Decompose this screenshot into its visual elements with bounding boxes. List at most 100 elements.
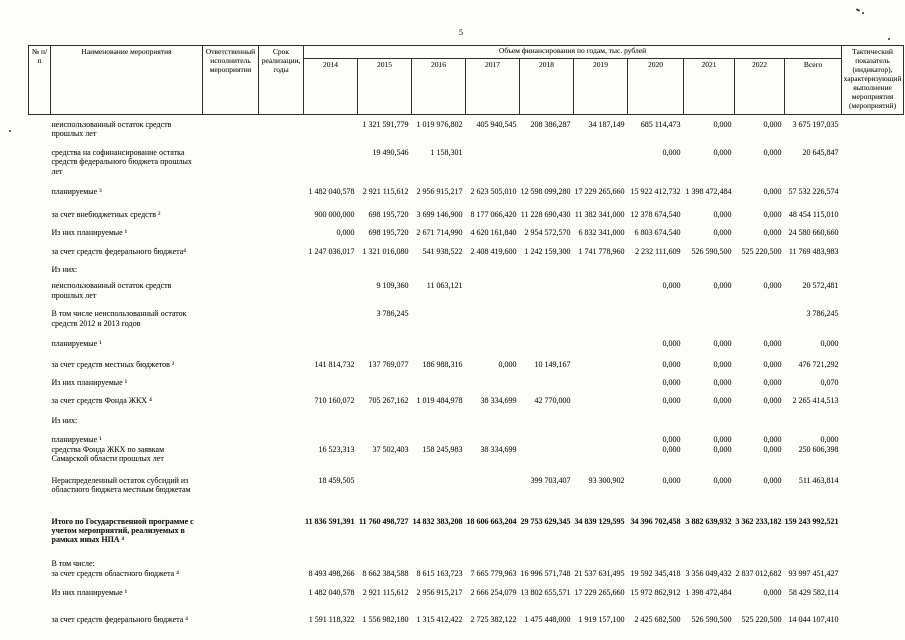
row-label: Из них планируемые ¹ (51, 587, 128, 597)
value-cell: 2 671 714,990 (416, 228, 463, 238)
value-cell (574, 309, 628, 339)
value-cell: 93 300,902 (588, 475, 625, 485)
value-cell (466, 378, 520, 396)
value-cell: 0,000 (713, 120, 732, 129)
value-cell (520, 148, 574, 187)
executor-cell (203, 445, 259, 476)
indicator-cell (842, 615, 904, 633)
value-cell (466, 559, 520, 569)
indicator-cell (842, 265, 904, 281)
indicator-cell (842, 396, 904, 415)
value-cell: 0,000 (820, 435, 839, 445)
value-cell (684, 265, 735, 281)
row-number-cell (29, 247, 51, 265)
value-cell: 900 000,000 (314, 209, 355, 219)
value-cell (574, 435, 628, 444)
value-cell: 12 378 674,540 (630, 209, 681, 219)
value-cell (412, 309, 466, 339)
value-cell: 0,070 (820, 378, 839, 387)
value-cell: 19 490,546 (372, 147, 409, 157)
value-cell (412, 378, 466, 396)
value-cell (520, 339, 574, 359)
value-cell: 3 362 233,182 (735, 516, 782, 526)
value-cell (574, 445, 628, 476)
value-cell (684, 416, 735, 435)
table-row: средства Фонда ЖКХ по заявкам Самарской … (29, 445, 904, 476)
value-cell (466, 339, 520, 359)
value-cell: 57 532 226,574 (788, 187, 839, 197)
value-cell: 0,000 (713, 228, 732, 238)
page-number: 5 (459, 28, 463, 37)
value-cell: 34 396 702,458 (630, 516, 681, 526)
executor-cell (203, 517, 259, 559)
value-cell (574, 281, 628, 309)
term-cell (259, 309, 304, 339)
row-number-cell (29, 517, 51, 559)
value-cell (466, 476, 520, 517)
executor-cell (203, 228, 259, 246)
term-cell (259, 476, 304, 517)
term-cell (259, 416, 304, 435)
value-cell: 525 220,500 (741, 615, 782, 625)
table-row: планируемые ³ 1 482 040,578 2 921 115,612 2… (29, 187, 904, 209)
row-label: неиспользованный остаток средств прошлых… (51, 120, 172, 139)
value-cell: 0,000 (763, 339, 782, 349)
value-cell (520, 559, 574, 569)
table-row: Из них: (29, 265, 904, 281)
table-row: за счет средств местных бюджетов ² 141 81… (29, 360, 904, 378)
col-header-executor: Ответственный исполнитель мероприятия (202, 45, 259, 115)
indicator-cell (842, 517, 904, 559)
value-cell: 11 769 483,983 (788, 246, 839, 256)
value-cell (520, 281, 574, 309)
executor-cell (203, 360, 259, 378)
term-cell (259, 445, 304, 476)
value-cell: 1 321 591,779 (362, 120, 409, 129)
row-number-cell (29, 559, 51, 569)
value-cell: 0,000 (662, 147, 681, 157)
value-cell: 2 954 572,570 (524, 228, 571, 238)
indicator-cell (842, 435, 904, 444)
value-cell: 0,000 (713, 378, 732, 387)
value-cell (628, 416, 684, 435)
term-cell (259, 115, 304, 148)
value-cell: 0,000 (763, 435, 782, 445)
value-cell: 0,000 (763, 475, 782, 485)
value-cell: 541 938,522 (422, 246, 463, 256)
value-cell: 1 019 484,978 (416, 396, 463, 406)
table-row: В том числе неиспользованный остаток сре… (29, 309, 904, 339)
value-cell: 1 475 448,000 (524, 615, 571, 625)
row-number-cell (29, 360, 51, 378)
row-label: средства Фонда ЖКХ по заявкам Самарской … (51, 444, 165, 464)
value-cell: 0,000 (498, 359, 517, 369)
row-number-cell (29, 148, 51, 187)
value-cell (735, 416, 785, 435)
value-cell: 0,000 (763, 396, 782, 406)
value-cell (574, 416, 628, 435)
term-cell (259, 360, 304, 378)
executor-cell (203, 435, 259, 444)
value-cell: 525 220,500 (741, 246, 782, 256)
col-header-indicator: Тактический показатель (индикатор), хара… (841, 45, 905, 115)
scan-artifact (862, 12, 864, 14)
value-cell: 2 956 915,217 (416, 587, 463, 597)
row-number-cell (29, 435, 51, 444)
value-cell: 0,000 (763, 187, 782, 197)
value-cell: 2 956 915,217 (416, 187, 463, 197)
value-cell: 0,000 (662, 444, 681, 454)
term-cell (259, 339, 304, 359)
value-cell (684, 559, 735, 569)
row-number-cell (29, 416, 51, 435)
col-header-year-2014: 2014 (303, 58, 358, 115)
indicator-cell (842, 247, 904, 265)
value-cell (304, 435, 358, 444)
row-label: за счет средств областного бюджета ⁴ (51, 569, 180, 579)
value-cell: 16 523,313 (318, 444, 355, 454)
indicator-cell (842, 228, 904, 246)
table-row: за счет средств областного бюджета ⁴ 8 49… (29, 569, 904, 587)
executor-cell (203, 309, 259, 339)
value-cell (358, 416, 412, 435)
scan-artifact (855, 8, 861, 12)
row-number-cell (29, 265, 51, 281)
value-cell (358, 265, 412, 281)
value-cell: 0,000 (763, 587, 782, 597)
